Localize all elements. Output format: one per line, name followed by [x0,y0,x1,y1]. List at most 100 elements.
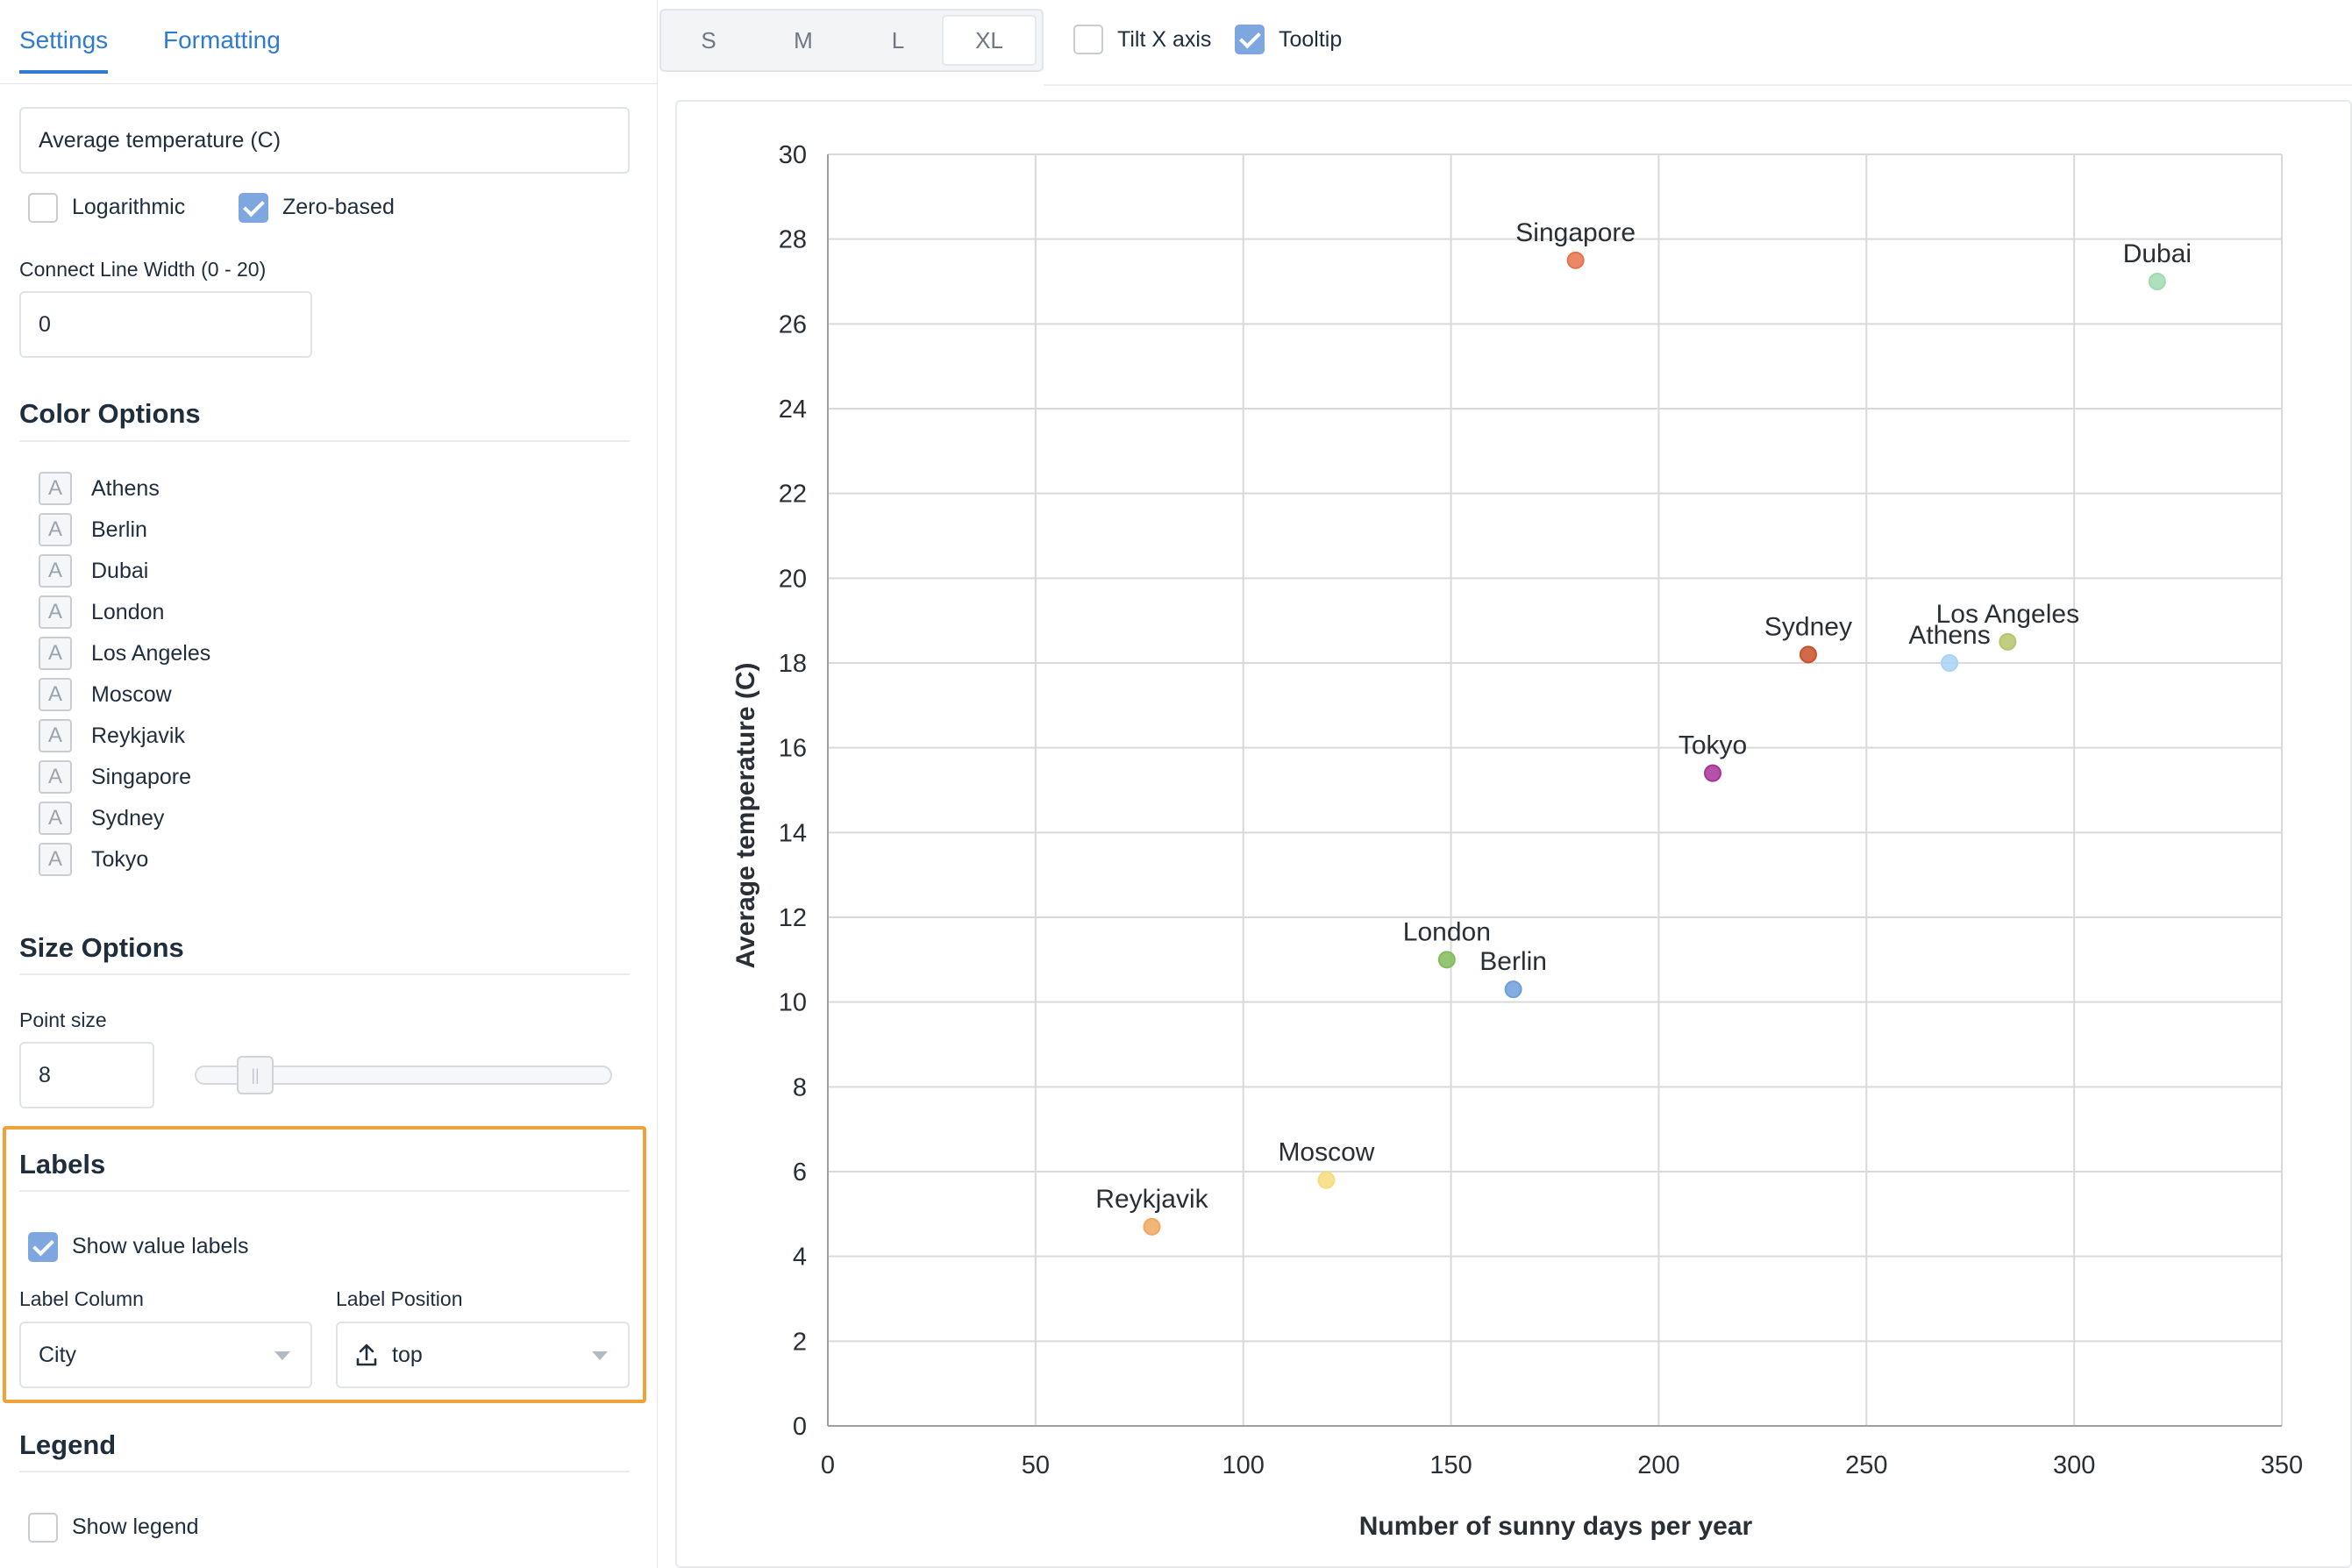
tilt-x-axis-label: Tilt X axis [1117,27,1212,52]
value-label-tokyo: Tokyo [1678,731,1747,760]
zero-based-label: Zero-based [282,195,395,219]
connect-line-width-input[interactable]: 0 [19,291,312,358]
color-swatch-icon[interactable]: A [39,843,72,876]
show-value-labels-label: Show value labels [72,1234,249,1258]
size-m-button[interactable]: M [794,26,813,53]
value-label-reykjavik: Reykjavik [1095,1185,1208,1214]
color-option-athens[interactable]: A Athens [39,472,160,505]
label-position-label: Label Position [336,1287,463,1310]
color-option-sydney[interactable]: A Sydney [39,802,164,835]
x-tick-label: 50 [1022,1451,1050,1479]
chevron-down-icon[interactable] [274,1351,290,1360]
value-label-berlin: Berlin [1479,947,1547,976]
size-s-button[interactable]: S [701,26,716,53]
label-position-value: top [392,1342,423,1367]
tab-bar: Settings Formatting [0,0,657,84]
x-axis-title: Number of sunny days per year [1359,1512,1753,1541]
color-option-label: Dubai [91,558,149,583]
y-tick-label: 0 [793,1413,807,1441]
value-label-sydney: Sydney [1764,612,1852,641]
point-moscow[interactable] [1317,1171,1336,1189]
zero-based-checkbox[interactable] [239,193,268,223]
point-singapore[interactable] [1566,251,1585,269]
color-option-singapore[interactable]: A Singapore [39,760,191,794]
y-tick-label: 20 [779,565,807,593]
y-tick-label: 28 [779,226,807,254]
chevron-down-icon[interactable] [592,1351,608,1360]
color-option-reykjavik[interactable]: A Reykjavik [39,719,185,752]
point-sydney[interactable] [1799,645,1817,664]
axis-title-input[interactable]: Average temperature (C) [19,107,630,174]
settings-panel: Settings Formatting Average temperature … [0,0,658,1568]
show-legend-checkbox[interactable] [28,1513,58,1543]
show-value-labels-checkbox[interactable] [28,1232,58,1262]
divider [19,1471,630,1472]
color-option-moscow[interactable]: A Moscow [39,678,172,711]
color-option-london[interactable]: A London [39,595,164,629]
point-size-slider[interactable] [195,1066,612,1085]
color-options-title: Color Options [19,398,201,429]
color-option-label: Berlin [91,517,147,542]
color-swatch-icon[interactable]: A [39,760,72,794]
connect-line-width-label: Connect Line Width (0 - 20) [19,258,267,281]
toolbar-divider [1044,84,2352,86]
y-axis-title: Average temperature (C) [731,663,760,969]
y-tick-label: 26 [779,310,807,339]
x-tick-label: 100 [1222,1451,1265,1479]
logarithmic-label: Logarithmic [72,195,186,219]
legend-title: Legend [19,1429,117,1460]
x-tick-label: 150 [1429,1451,1472,1479]
point-dubai[interactable] [2148,273,2166,290]
x-tick-label: 300 [2053,1451,2095,1479]
color-option-label: Sydney [91,805,165,830]
color-swatch-icon[interactable]: A [39,595,72,629]
slider-handle[interactable]: || [237,1056,274,1094]
x-tick-label: 250 [1845,1451,1887,1479]
color-swatch-icon[interactable]: A [39,802,72,835]
color-swatch-icon[interactable]: A [39,719,72,752]
color-option-label: Moscow [91,681,172,707]
label-column-value: City [39,1342,77,1367]
color-option-berlin[interactable]: A Berlin [39,513,147,546]
y-tick-label: 14 [779,819,807,847]
color-swatch-icon[interactable]: A [39,472,72,505]
y-tick-label: 4 [793,1244,807,1272]
labels-title: Labels [19,1149,106,1180]
point-los-angeles[interactable] [1999,632,2017,651]
x-tick-label: 200 [1637,1451,1679,1479]
point-london[interactable] [1437,951,1456,969]
x-tick-label: 0 [821,1451,835,1479]
tilt-x-axis-checkbox[interactable] [1073,25,1103,54]
value-label-los-angeles: Los Angeles [1936,600,2079,629]
logarithmic-checkbox[interactable] [28,193,58,223]
tab-formatting[interactable]: Formatting [163,26,281,53]
size-l-button[interactable]: L [891,26,905,53]
tab-settings[interactable]: Settings [19,26,109,74]
color-swatch-icon[interactable]: A [39,678,72,711]
color-swatch-icon[interactable]: A [39,554,72,588]
divider [19,440,630,442]
label-column-select[interactable]: City [19,1322,312,1388]
color-option-dubai[interactable]: A Dubai [39,554,148,588]
y-tick-label: 24 [779,396,807,424]
color-option-los-angeles[interactable]: A Los Angeles [39,637,210,670]
show-legend-label: Show legend [72,1515,199,1539]
scatter-chart[interactable]: 0 50 100 150 200 250 300 3500246810121416182022… [677,102,2350,1566]
color-option-label: Reykjavik [91,723,185,748]
point-tokyo[interactable] [1704,764,1722,782]
point-athens[interactable] [1941,654,1959,672]
value-label-dubai: Dubai [2123,239,2192,268]
y-tick-label: 22 [779,481,807,509]
size-xl-button[interactable]: XL [942,15,1037,66]
x-tick-label: 350 [2261,1451,2303,1479]
point-berlin[interactable] [1504,980,1522,999]
point-reykjavik[interactable] [1143,1217,1161,1236]
value-label-athens: Athens [1908,621,1990,650]
color-option-tokyo[interactable]: A Tokyo [39,843,148,876]
color-swatch-icon[interactable]: A [39,637,72,670]
label-position-select[interactable]: top [336,1322,630,1388]
point-size-label: Point size [19,1009,107,1031]
point-size-input[interactable]: 8 [19,1042,154,1108]
tooltip-checkbox[interactable] [1235,25,1265,54]
color-swatch-icon[interactable]: A [39,513,72,546]
